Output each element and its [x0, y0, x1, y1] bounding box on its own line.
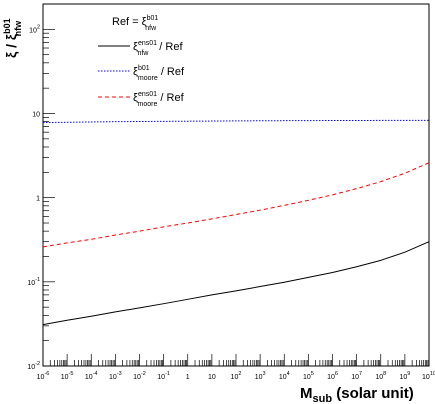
x-tick-label: 107: [351, 371, 362, 381]
legend-entry-1: ξens01 nfw / Ref: [133, 40, 183, 57]
legend: Ref = ξb01 nfw ξens01 nfw / Ref ξb01 moore / …: [98, 15, 185, 108]
x-tick-label: 10-1: [157, 371, 170, 381]
y-axis-title-sup: b01: [2, 18, 12, 34]
x-axis-title-main: M: [300, 385, 313, 402]
x-tick-label: 106: [327, 371, 338, 381]
x-axis-title-rest: (solar unit): [332, 385, 414, 402]
x-tick-label: 10-5: [61, 371, 74, 381]
x-tick-labels: 10-6 10-5 10-4 10-3 10-2 10-1 1 10 102 103 104 105 1…: [37, 371, 435, 381]
x-ticks: [42, 354, 430, 366]
y-tick-label: 1: [36, 196, 40, 203]
x-tick-label: 10-3: [109, 371, 122, 381]
y-tick-labels: 10-2 10-1 1 10 102: [27, 24, 40, 371]
y-tick-label: 10-1: [27, 277, 40, 287]
y-tick-label: 102: [29, 24, 40, 34]
x-tick-label: 10: [208, 374, 216, 381]
y-axis-title-xi: ξ: [3, 51, 19, 58]
x-tick-label: 108: [375, 371, 386, 381]
legend-entry-2: ξb01 moore / Ref: [133, 65, 185, 82]
series-line-1: [42, 241, 430, 326]
x-axis-title-sub: sub: [313, 393, 333, 404]
series-line-2: [42, 119, 430, 124]
y-axis-title: ξ / ξb01nfw: [2, 18, 23, 58]
series-line-3: [42, 162, 430, 248]
x-tick-label: 10-6: [37, 371, 50, 381]
plot-frame: [42, 3, 430, 367]
legend-header: Ref = ξb01 nfw: [112, 15, 158, 32]
y-tick-label: 10-2: [27, 361, 40, 371]
y-axis-title-sub: nfw: [13, 20, 23, 36]
series-lines: [42, 119, 430, 326]
y-tick-label: 10: [32, 112, 40, 119]
x-tick-label: 103: [255, 371, 266, 381]
x-tick-label: 1: [186, 374, 190, 381]
legend-entry-3: ξens01 moore / Ref: [133, 91, 185, 108]
y-axis-title-slash: /: [3, 40, 19, 52]
x-tick-label: 105: [303, 371, 314, 381]
x-tick-label: 104: [279, 371, 290, 381]
x-tick-label: 102: [231, 371, 242, 381]
y-axis-title-xi-2: ξ: [3, 33, 19, 40]
y-ticks: [43, 3, 55, 367]
x-tick-label: 109: [399, 371, 410, 381]
x-tick-label: 1010: [422, 371, 435, 381]
x-tick-label: 10-4: [85, 371, 98, 381]
x-tick-label: 10-2: [133, 371, 146, 381]
x-axis-title: Msub (solar unit): [300, 385, 414, 404]
